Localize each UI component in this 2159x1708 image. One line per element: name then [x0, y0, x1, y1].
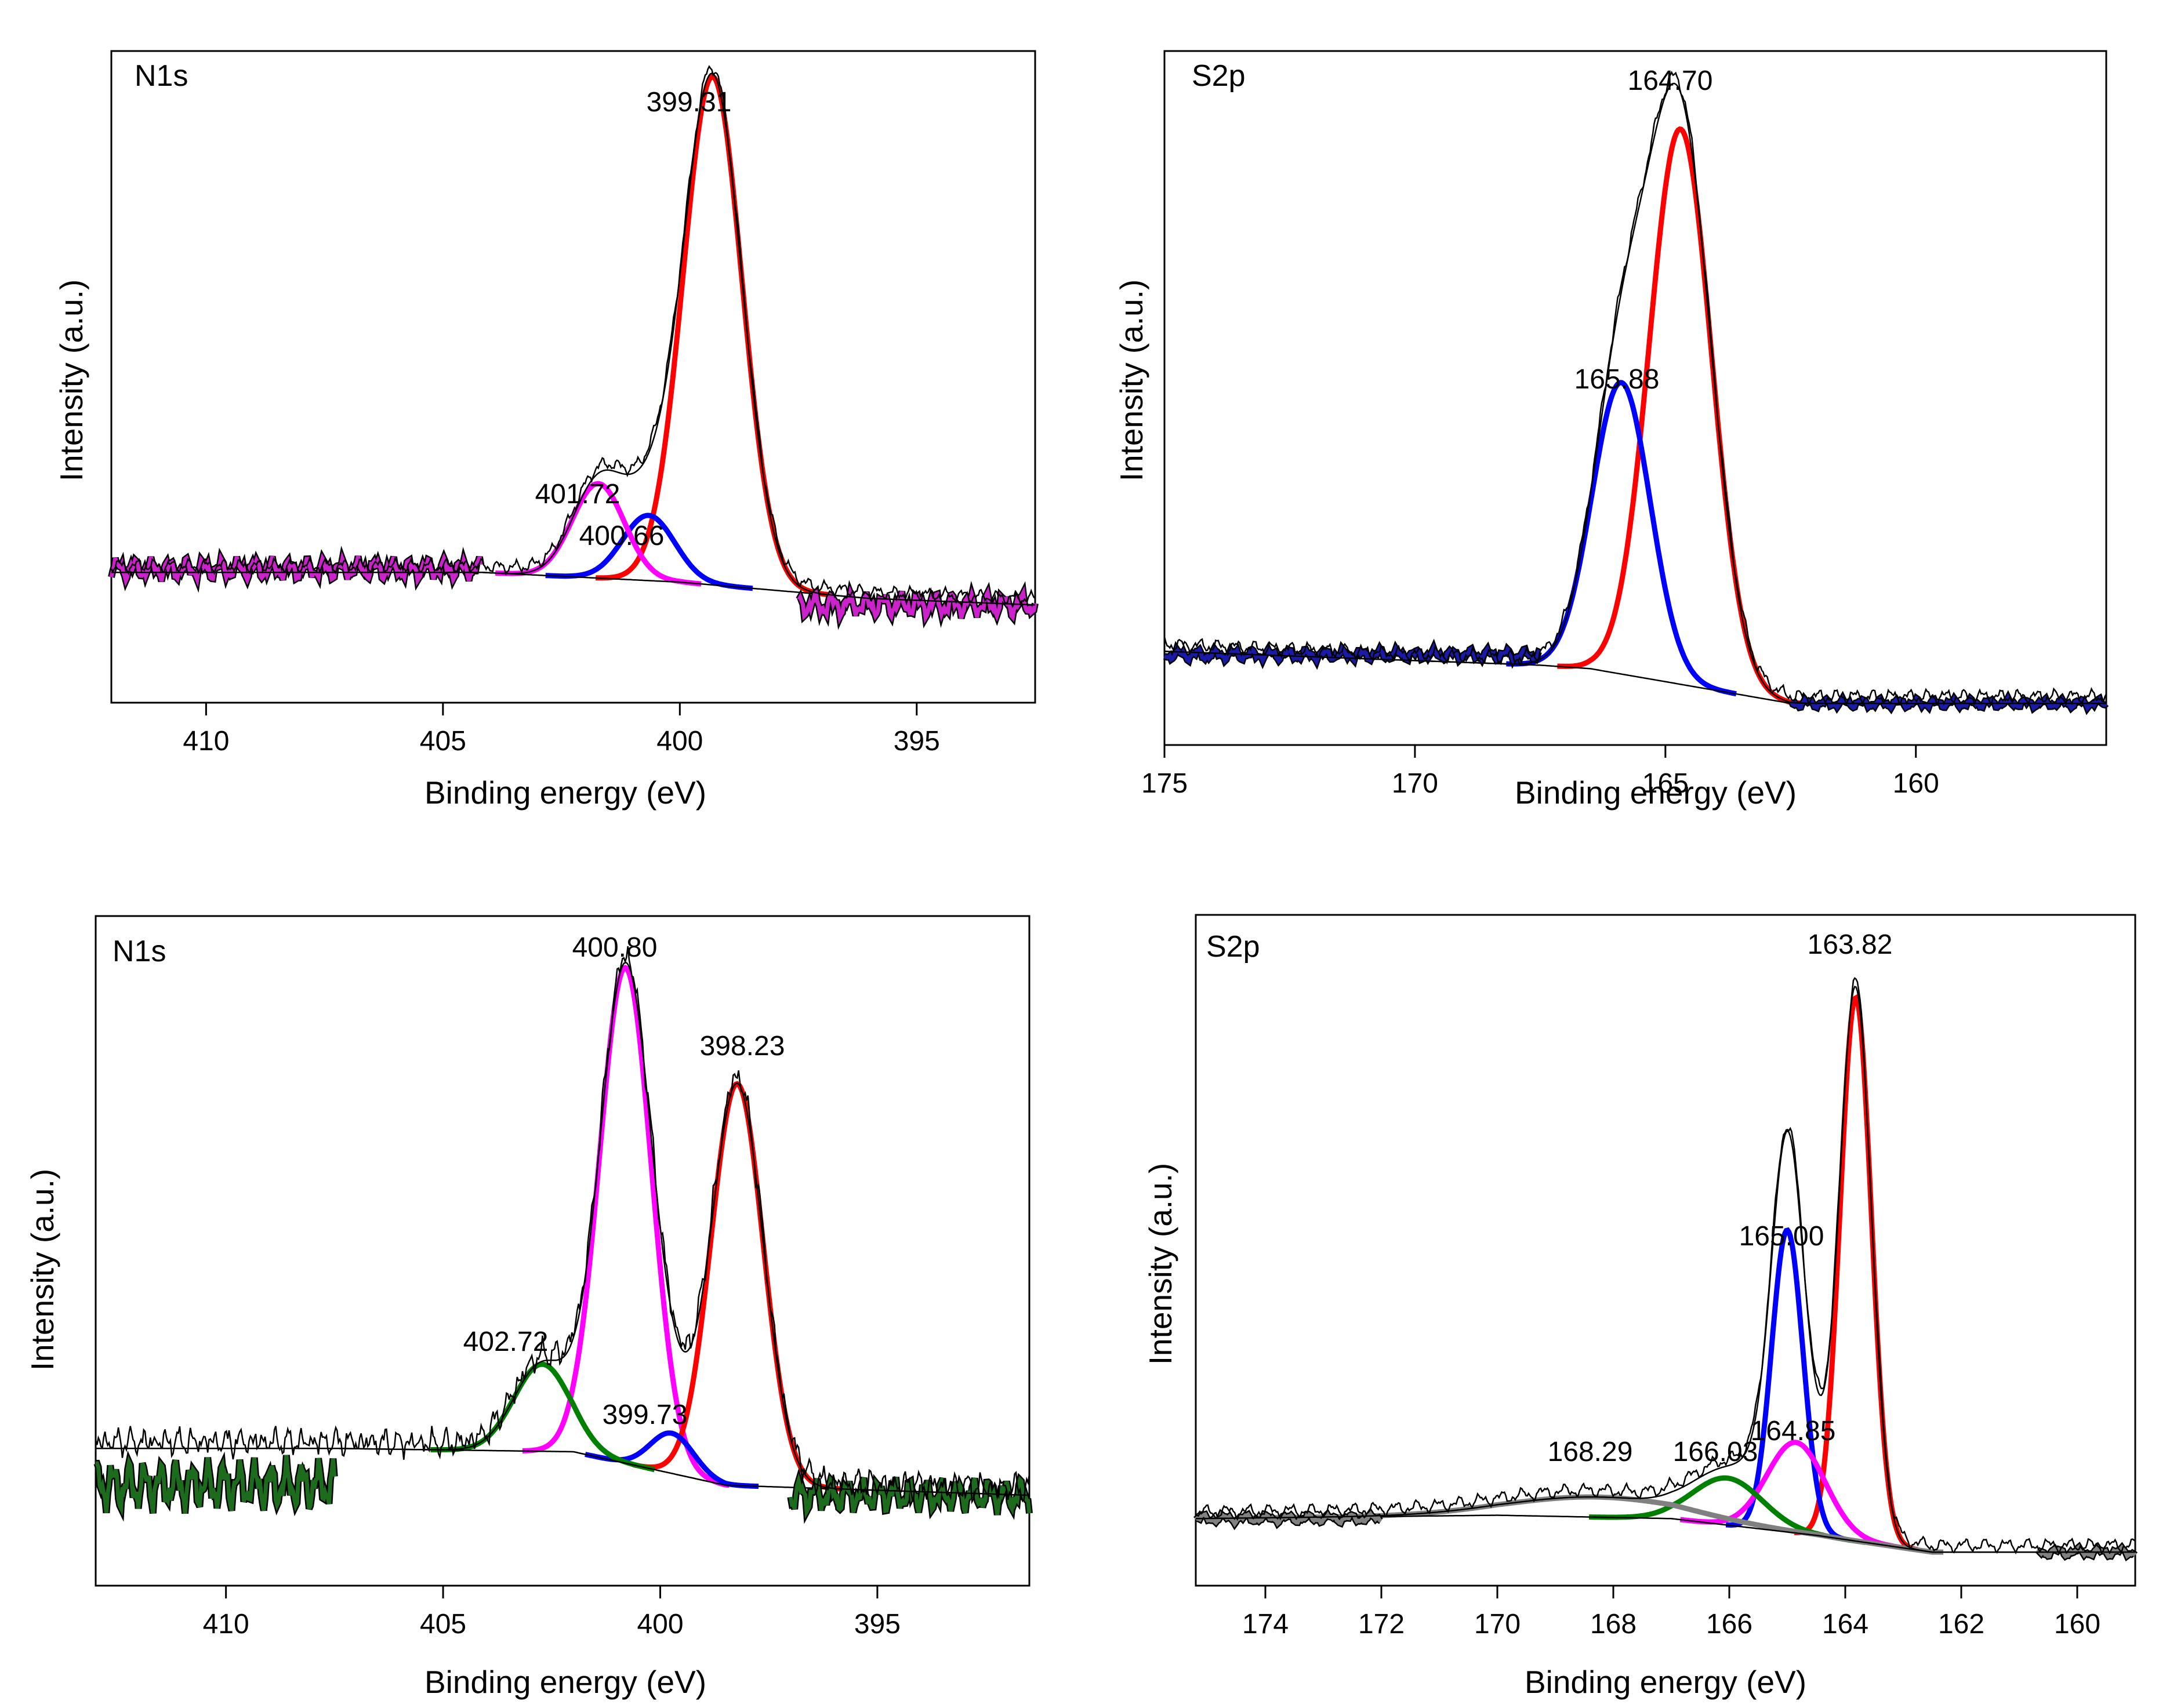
peak-label: 398.23: [700, 1031, 785, 1062]
raw-spectrum-line: [95, 946, 1030, 1505]
panel-title: S2p: [1206, 930, 1260, 964]
x-tick-label: 160: [1893, 768, 1939, 799]
x-tick-label: 395: [894, 726, 940, 757]
raw-spectrum-line: [1195, 977, 2136, 1556]
peak-label: 164.85: [1751, 1416, 1836, 1447]
peak-label: 165.00: [1739, 1221, 1824, 1252]
envelope-line: [1164, 82, 2106, 704]
x-tick-label: 162: [1938, 1609, 1984, 1640]
plot-frame: [1195, 914, 2136, 1587]
x-axis-label: Binding energy (eV): [424, 1664, 706, 1700]
plot-frame: [110, 50, 1036, 704]
y-axis-label: Intensity (a.u.): [53, 279, 89, 481]
plot-area: [1163, 50, 2109, 746]
noise-tail: [109, 551, 483, 587]
x-axis-label: Binding energy (eV): [1525, 1664, 1806, 1700]
envelope-line: [96, 961, 1030, 1496]
x-tick-label: 410: [203, 1609, 249, 1640]
panel-title: S2p: [1192, 59, 1246, 93]
panel-title: N1s: [113, 935, 166, 968]
x-axis: 410 405 400 395: [183, 703, 940, 757]
x-tick-label: 170: [1474, 1609, 1521, 1640]
peak-label: 166.03: [1673, 1437, 1758, 1467]
peak-label: 402.72: [463, 1327, 549, 1357]
x-tick-label: 160: [2054, 1609, 2100, 1640]
x-axis: 175 170 165 160: [1141, 745, 1939, 799]
panel-title: N1s: [135, 59, 188, 93]
peak-label: 168.29: [1548, 1437, 1633, 1467]
plot-area: [108, 50, 1039, 704]
raw-spectrum-line: [110, 65, 1036, 606]
x-tick-label: 165: [1642, 768, 1689, 799]
x-tick-label: 172: [1358, 1609, 1405, 1640]
component-peak-400.66: [545, 513, 753, 591]
x-tick-label: 410: [183, 726, 229, 757]
panel-bottom-left: N1s 410 405 400 395 Binding energy (eV) Int…: [24, 915, 1033, 1700]
noise-tail: [95, 1455, 337, 1517]
y-axis-label: Intensity (a.u.): [1142, 1163, 1178, 1365]
x-tick-label: 170: [1392, 768, 1438, 799]
plot-area: [1193, 914, 2138, 1587]
x-tick-label: 164: [1822, 1609, 1868, 1640]
x-tick-label: 175: [1141, 768, 1188, 799]
envelope-line: [111, 72, 1036, 606]
x-tick-label: 405: [420, 1609, 466, 1640]
panel-bottom-right: S2p 174 172 170 168 166 164 162 160 Binding ene…: [1142, 914, 2138, 1700]
plot-frame: [95, 915, 1030, 1587]
x-axis: 174 172 170 168 166 164 162 160: [1242, 1586, 2100, 1640]
peak-label: 400.80: [572, 932, 658, 963]
peak-label: 163.82: [1808, 929, 1893, 960]
component-peak-400.80: [522, 964, 730, 1488]
noise-tail: [797, 585, 1037, 625]
x-axis-label: Binding energy (eV): [1515, 775, 1797, 811]
y-axis-label: Intensity (a.u.): [24, 1169, 60, 1371]
y-axis-label: Intensity (a.u.): [1113, 279, 1149, 481]
peak-label: 399.31: [647, 87, 732, 118]
peak-label: 165.88: [1574, 364, 1660, 395]
plot-area: [93, 915, 1033, 1587]
x-tick-label: 174: [1242, 1609, 1289, 1640]
peak-label: 400.66: [579, 521, 665, 551]
x-axis-label: Binding energy (eV): [424, 775, 706, 811]
plot-frame: [1163, 50, 2107, 746]
x-tick-label: 400: [637, 1609, 683, 1640]
x-tick-label: 395: [854, 1609, 901, 1640]
component-peak-165.00: [1725, 1227, 1850, 1543]
x-tick-label: 405: [420, 726, 466, 757]
peak-label: 164.70: [1628, 66, 1713, 96]
raw-spectrum-line: [1163, 71, 2107, 707]
panel-top-left: N1s 410 405 400 395 Binding energy (eV) Int…: [53, 50, 1039, 811]
x-tick-label: 166: [1706, 1609, 1752, 1640]
x-axis: 410 405 400 395: [203, 1586, 901, 1640]
panel-top-right: S2p 175 170 165 160 Binding energy (eV) Int…: [1113, 50, 2109, 811]
peak-label: 401.72: [535, 479, 621, 510]
noise-tail: [2036, 1544, 2137, 1560]
x-tick-label: 400: [656, 726, 703, 757]
peak-label: 399.73: [603, 1400, 688, 1430]
x-tick-label: 168: [1590, 1609, 1637, 1640]
envelope-line: [1196, 986, 2135, 1553]
